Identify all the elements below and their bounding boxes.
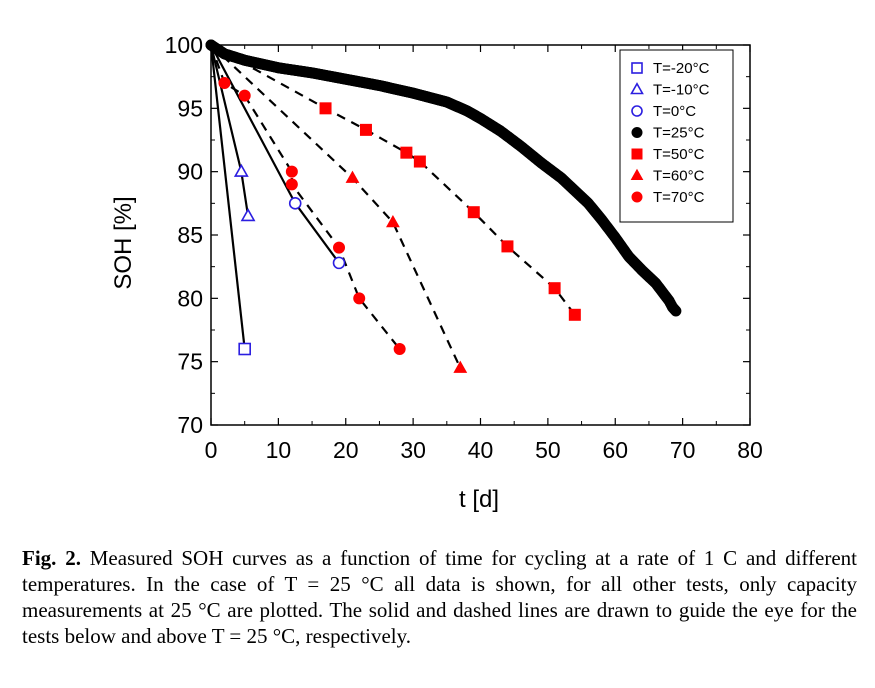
data-point-T=70°C [333,241,346,254]
data-point-T=50°C [413,155,426,168]
y-axis-title: SOH [%] [110,196,137,289]
legend-label-T=-10°C: T=-10°C [653,82,710,99]
guide-line-T=60°C [210,44,462,369]
legend-label-T=60°C: T=60°C [653,168,705,185]
data-point-T=50°C [400,146,413,159]
data-point-T=70°C [285,165,298,178]
data-point-T=70°C [218,77,231,89]
x-tick-label: 30 [400,437,426,463]
x-tick-label: 40 [468,437,494,463]
legend-marker-T=-20°C [631,62,643,74]
legend-marker-T=50°C [631,148,643,160]
data-points [205,39,682,373]
x-tick-label: 10 [266,437,292,463]
guide-line-T=-20°C [209,44,246,350]
data-point-T=-10°C [240,208,256,222]
y-tick-label: 80 [177,285,203,311]
x-tick-label: 70 [670,437,696,463]
data-point-T=70°C [393,343,406,355]
y-tick-label: 85 [177,222,203,248]
data-point-T=70°C [353,292,366,305]
data-point-T=-10°C [233,163,249,177]
chart-svg: 0 10 20 30 40 50 60 70 80 70 75 80 85 90 95 100 T=-20°C… [110,32,763,513]
data-point-T=25°C [670,305,682,317]
x-axis-title: t [d] [459,486,499,513]
legend-marker-T=25°C [631,127,643,138]
x-tick-label: 50 [535,437,561,463]
legend-label-T=0°C: T=0°C [653,103,696,120]
data-point-T=60°C [386,214,400,228]
legend-marker-T=60°C [630,168,644,180]
data-point-T=-20°C [238,342,251,356]
legend-marker-T=70°C [631,191,643,203]
x-tick-label: 20 [333,437,359,463]
figure-caption: Fig. 2. Measured SOH curves as a functio… [22,545,857,649]
axes: 0 10 20 30 40 50 60 70 80 70 75 80 85 90 95 100 [165,32,763,463]
x-tick-label: 60 [602,437,628,463]
legend-label-T=70°C: T=70°C [653,189,705,206]
x-tick-label: 80 [737,437,763,463]
legend-marker-T=-10°C [630,82,644,95]
data-point-T=50°C [467,206,480,219]
chart-figure: 0 10 20 30 40 50 60 70 80 70 75 80 85 90 95 100 T=-20°C… [110,32,763,513]
legend-label-T=50°C: T=50°C [653,146,705,163]
data-point-T=50°C [501,240,514,253]
y-tick-label: 95 [177,95,203,121]
x-tick-label: 0 [205,437,218,463]
data-point-T=50°C [548,282,561,295]
data-point-T=70°C [238,89,251,102]
caption-label: Fig. 2. [22,546,81,570]
data-point-T=50°C [359,123,372,136]
data-point-T=0°C [332,256,346,270]
data-point-T=50°C [319,102,332,115]
legend: T=-20°C T=-10°C T=0°C T=25°C T=50°C T=60°C T=7… [619,49,734,223]
data-point-T=0°C [288,197,302,210]
legend-label-T=-20°C: T=-20°C [653,60,710,77]
legend-marker-T=0°C [631,105,643,117]
y-tick-label: 70 [177,412,203,438]
guide-line-T=70°C [209,44,401,350]
y-tick-label: 100 [165,32,203,58]
caption-text: Measured SOH curves as a function of tim… [22,546,857,648]
data-point-T=60°C [453,360,468,373]
y-tick-label: 90 [177,159,203,185]
legend-label-T=25°C: T=25°C [653,125,705,142]
data-point-T=60°C [345,170,360,183]
data-point-T=70°C [285,178,298,191]
y-tick-label: 75 [177,349,203,375]
data-point-T=50°C [568,308,581,321]
guide-line-T=-10°C [209,44,250,217]
guide-line-T=50°C [210,44,576,316]
